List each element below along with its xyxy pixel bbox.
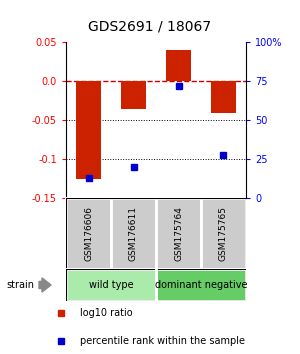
Bar [211, 81, 236, 113]
Bar [66, 269, 156, 301]
Bar [76, 81, 101, 179]
Bar [156, 269, 246, 301]
Bar [121, 81, 146, 109]
Text: GSM176606: GSM176606 [84, 206, 93, 261]
Text: strain: strain [6, 280, 34, 290]
Text: log10 ratio: log10 ratio [80, 308, 133, 318]
Text: GSM175765: GSM175765 [219, 206, 228, 261]
Text: GSM176611: GSM176611 [129, 206, 138, 261]
Bar [111, 198, 156, 269]
Bar [156, 198, 201, 269]
Text: GDS2691 / 18067: GDS2691 / 18067 [88, 19, 212, 34]
Text: percentile rank within the sample: percentile rank within the sample [80, 336, 245, 346]
Bar [66, 198, 111, 269]
Text: GSM175764: GSM175764 [174, 206, 183, 261]
Text: dominant negative: dominant negative [155, 280, 247, 290]
Text: wild type: wild type [89, 280, 133, 290]
Bar [166, 50, 191, 81]
Bar [201, 198, 246, 269]
